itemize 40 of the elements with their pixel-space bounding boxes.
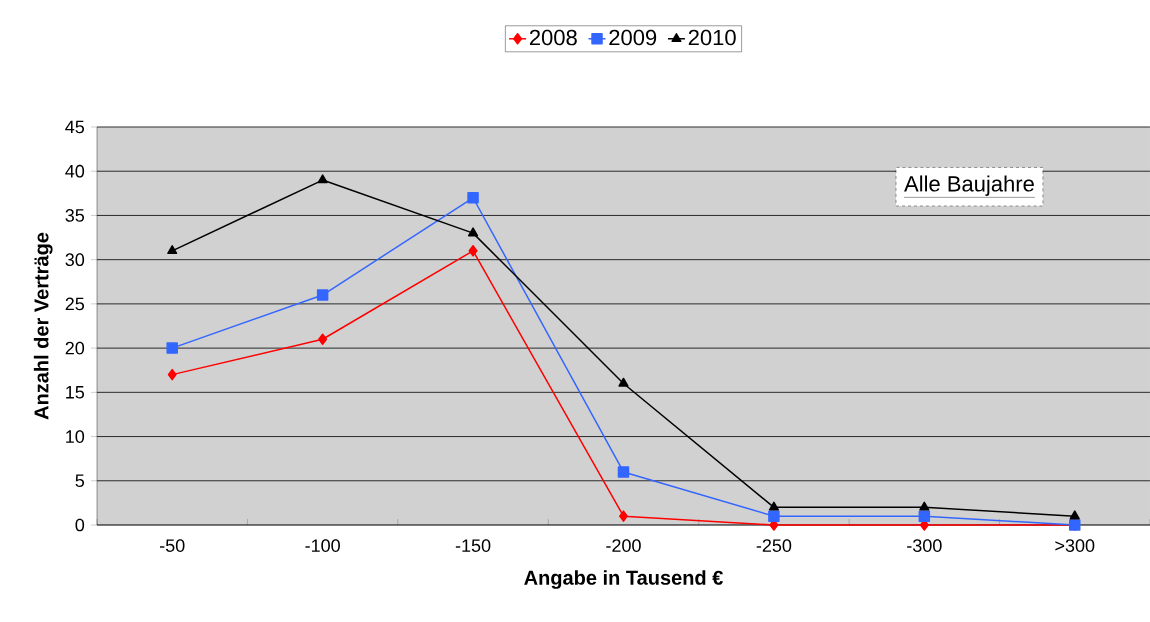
y-tick-label: 5 [75, 474, 85, 488]
point [918, 510, 931, 522]
x-tick-label: -150 [455, 539, 491, 552]
y-tick-label: 40 [65, 164, 85, 178]
point [617, 466, 630, 478]
point [468, 245, 478, 257]
legend-label: 2010 [688, 29, 736, 46]
point [768, 510, 780, 522]
point [316, 289, 329, 301]
x-tick-label: >300 [1055, 539, 1095, 552]
point [167, 368, 177, 381]
x-tick-label: -100 [305, 539, 340, 552]
x-tick-label: -50 [160, 539, 185, 552]
point [167, 245, 178, 255]
point [467, 192, 479, 204]
point [1069, 510, 1080, 520]
y-tick-label: 0 [75, 518, 85, 532]
y-tick-label: 25 [65, 297, 85, 311]
legend-label: 2009 [609, 29, 657, 46]
legend-label: 2008 [529, 29, 577, 46]
x-axis-title: Angabe in Tausend € [524, 570, 723, 589]
y-axis-title: Anzahl der Verträge [33, 232, 53, 420]
y-tick-label: 45 [65, 120, 85, 134]
point [768, 501, 779, 511]
point [166, 342, 178, 354]
point [317, 174, 328, 184]
y-tick-label: 30 [65, 253, 85, 267]
y-tick-label: 15 [66, 386, 85, 399]
point [467, 227, 479, 237]
y-tick-label: 20 [65, 341, 85, 355]
y-tick-label: 35 [65, 209, 85, 222]
x-tick-label: -200 [606, 539, 641, 552]
y-tick-label: 10 [66, 430, 85, 443]
x-tick-label: -300 [907, 539, 942, 552]
x-tick-label: -250 [756, 539, 792, 552]
point [618, 377, 629, 387]
annotation: Alle Baujahre [904, 175, 1034, 196]
point [618, 510, 628, 522]
point [318, 333, 328, 346]
point [919, 501, 930, 511]
